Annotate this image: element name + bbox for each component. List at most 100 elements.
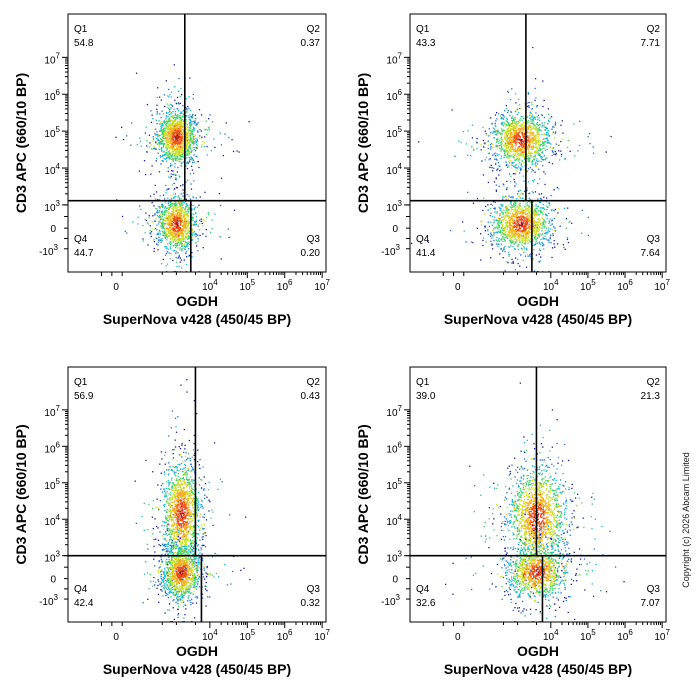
event-dot <box>487 209 489 211</box>
event-dot <box>489 158 491 160</box>
event-dot <box>170 145 172 147</box>
event-dot <box>161 140 163 143</box>
event-dot <box>177 195 180 197</box>
event-dot <box>182 138 184 140</box>
event-dot <box>526 129 528 132</box>
event-dot <box>552 131 555 133</box>
event-dot <box>516 214 518 217</box>
event-dot <box>162 140 164 142</box>
event-dot <box>535 210 537 212</box>
event-dot <box>168 119 170 122</box>
event-dot <box>185 236 187 238</box>
event-dot <box>489 235 492 237</box>
event-dot <box>193 220 196 223</box>
event-dot <box>161 215 163 218</box>
event-dot <box>500 123 502 125</box>
event-dot <box>178 110 180 112</box>
event-dot <box>183 227 185 229</box>
event-dot <box>169 215 171 217</box>
event-dot <box>535 126 537 128</box>
event-dot <box>175 178 177 181</box>
event-dot <box>183 259 185 261</box>
event-dot <box>521 140 523 142</box>
event-dot <box>189 124 191 126</box>
event-dot <box>528 146 531 148</box>
event-dot <box>512 141 514 143</box>
event-dot <box>547 132 549 134</box>
event-dot <box>157 223 160 225</box>
event-dot <box>169 154 171 156</box>
event-dot <box>528 226 531 228</box>
event-dot <box>516 152 518 154</box>
event-dot <box>188 241 190 243</box>
event-dot <box>476 142 478 144</box>
event-dot <box>176 130 178 132</box>
event-dot <box>162 129 164 131</box>
event-dot <box>521 155 523 157</box>
event-dot <box>159 130 162 132</box>
event-dot <box>520 131 522 133</box>
event-dot <box>185 222 187 225</box>
event-dot <box>202 247 204 249</box>
event-dot <box>177 201 179 203</box>
event-dot <box>188 140 191 142</box>
event-dot <box>508 141 510 143</box>
event-dot <box>168 107 170 110</box>
event-dot <box>170 253 172 255</box>
event-dot <box>536 221 538 223</box>
event-dot <box>509 155 511 157</box>
event-dot <box>502 195 504 198</box>
event-dot <box>160 163 162 165</box>
event-dot <box>148 215 150 217</box>
event-dot <box>172 239 175 241</box>
event-dot <box>539 129 541 131</box>
event-dot <box>167 207 170 209</box>
event-dot <box>164 158 166 160</box>
event-dot <box>154 148 157 150</box>
event-dot <box>505 211 507 213</box>
event-dot <box>512 127 515 129</box>
event-dot <box>191 123 193 125</box>
event-dot <box>516 139 518 142</box>
event-dot <box>494 158 496 160</box>
event-dot <box>174 228 176 231</box>
event-dot <box>526 253 529 255</box>
event-dot <box>518 139 520 141</box>
event-dot <box>534 212 537 214</box>
event-dot <box>169 156 171 158</box>
event-dot <box>167 217 169 219</box>
event-dot <box>206 154 208 156</box>
event-dot <box>177 130 179 132</box>
event-dot <box>164 201 166 203</box>
event-dot <box>511 228 513 231</box>
event-dot <box>178 230 181 232</box>
event-dot <box>510 142 512 144</box>
event-dot <box>537 231 540 233</box>
event-dot <box>535 232 538 234</box>
event-dot <box>505 164 508 166</box>
event-dot <box>523 143 526 145</box>
event-dot <box>181 147 183 149</box>
event-dot <box>175 143 177 145</box>
event-dot <box>161 239 163 242</box>
event-dot <box>171 242 173 244</box>
event-dot <box>481 220 483 222</box>
event-dot <box>546 138 548 140</box>
event-dot <box>192 93 194 96</box>
event-dot <box>158 221 160 223</box>
event-dot <box>514 166 516 168</box>
event-dot <box>526 220 528 222</box>
event-dot <box>511 258 513 261</box>
event-dot <box>526 207 528 209</box>
event-dot <box>175 227 178 229</box>
event-dot <box>545 214 547 216</box>
event-dot <box>530 218 532 220</box>
event-dot <box>168 204 170 206</box>
event-dot <box>547 230 549 232</box>
event-dot <box>174 213 176 216</box>
event-dot <box>144 232 146 234</box>
event-dot <box>506 146 508 149</box>
event-dot <box>181 209 183 211</box>
event-dot <box>197 130 199 132</box>
event-dot <box>148 216 150 219</box>
